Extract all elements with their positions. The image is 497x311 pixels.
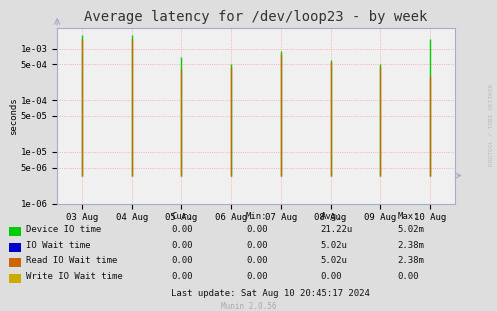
Text: Last update: Sat Aug 10 20:45:17 2024: Last update: Sat Aug 10 20:45:17 2024 (171, 289, 370, 298)
Text: 2.38m: 2.38m (398, 256, 424, 265)
Text: RRDTOOL / TOBI OETIKER: RRDTOOL / TOBI OETIKER (489, 83, 494, 166)
Text: Cur:: Cur: (171, 212, 193, 221)
Text: 0.00: 0.00 (398, 272, 419, 281)
Text: Max:: Max: (398, 212, 419, 221)
Y-axis label: seconds: seconds (9, 97, 18, 135)
Text: 0.00: 0.00 (246, 272, 267, 281)
Text: 0.00: 0.00 (321, 272, 342, 281)
Text: 0.00: 0.00 (171, 241, 193, 250)
Text: 0.00: 0.00 (171, 225, 193, 234)
Text: Munin 2.0.56: Munin 2.0.56 (221, 301, 276, 310)
Text: 2.38m: 2.38m (398, 241, 424, 250)
Text: 5.02m: 5.02m (398, 225, 424, 234)
Text: Read IO Wait time: Read IO Wait time (26, 256, 117, 265)
Text: 21.22u: 21.22u (321, 225, 353, 234)
Text: Write IO Wait time: Write IO Wait time (26, 272, 123, 281)
Text: IO Wait time: IO Wait time (26, 241, 90, 250)
Text: 0.00: 0.00 (246, 225, 267, 234)
Text: Avg:: Avg: (321, 212, 342, 221)
Text: 5.02u: 5.02u (321, 256, 347, 265)
Text: 0.00: 0.00 (171, 256, 193, 265)
Text: 0.00: 0.00 (246, 256, 267, 265)
Text: Min:: Min: (246, 212, 267, 221)
Title: Average latency for /dev/loop23 - by week: Average latency for /dev/loop23 - by wee… (84, 10, 427, 24)
Text: 5.02u: 5.02u (321, 241, 347, 250)
Text: Device IO time: Device IO time (26, 225, 101, 234)
Text: 0.00: 0.00 (246, 241, 267, 250)
Text: 0.00: 0.00 (171, 272, 193, 281)
